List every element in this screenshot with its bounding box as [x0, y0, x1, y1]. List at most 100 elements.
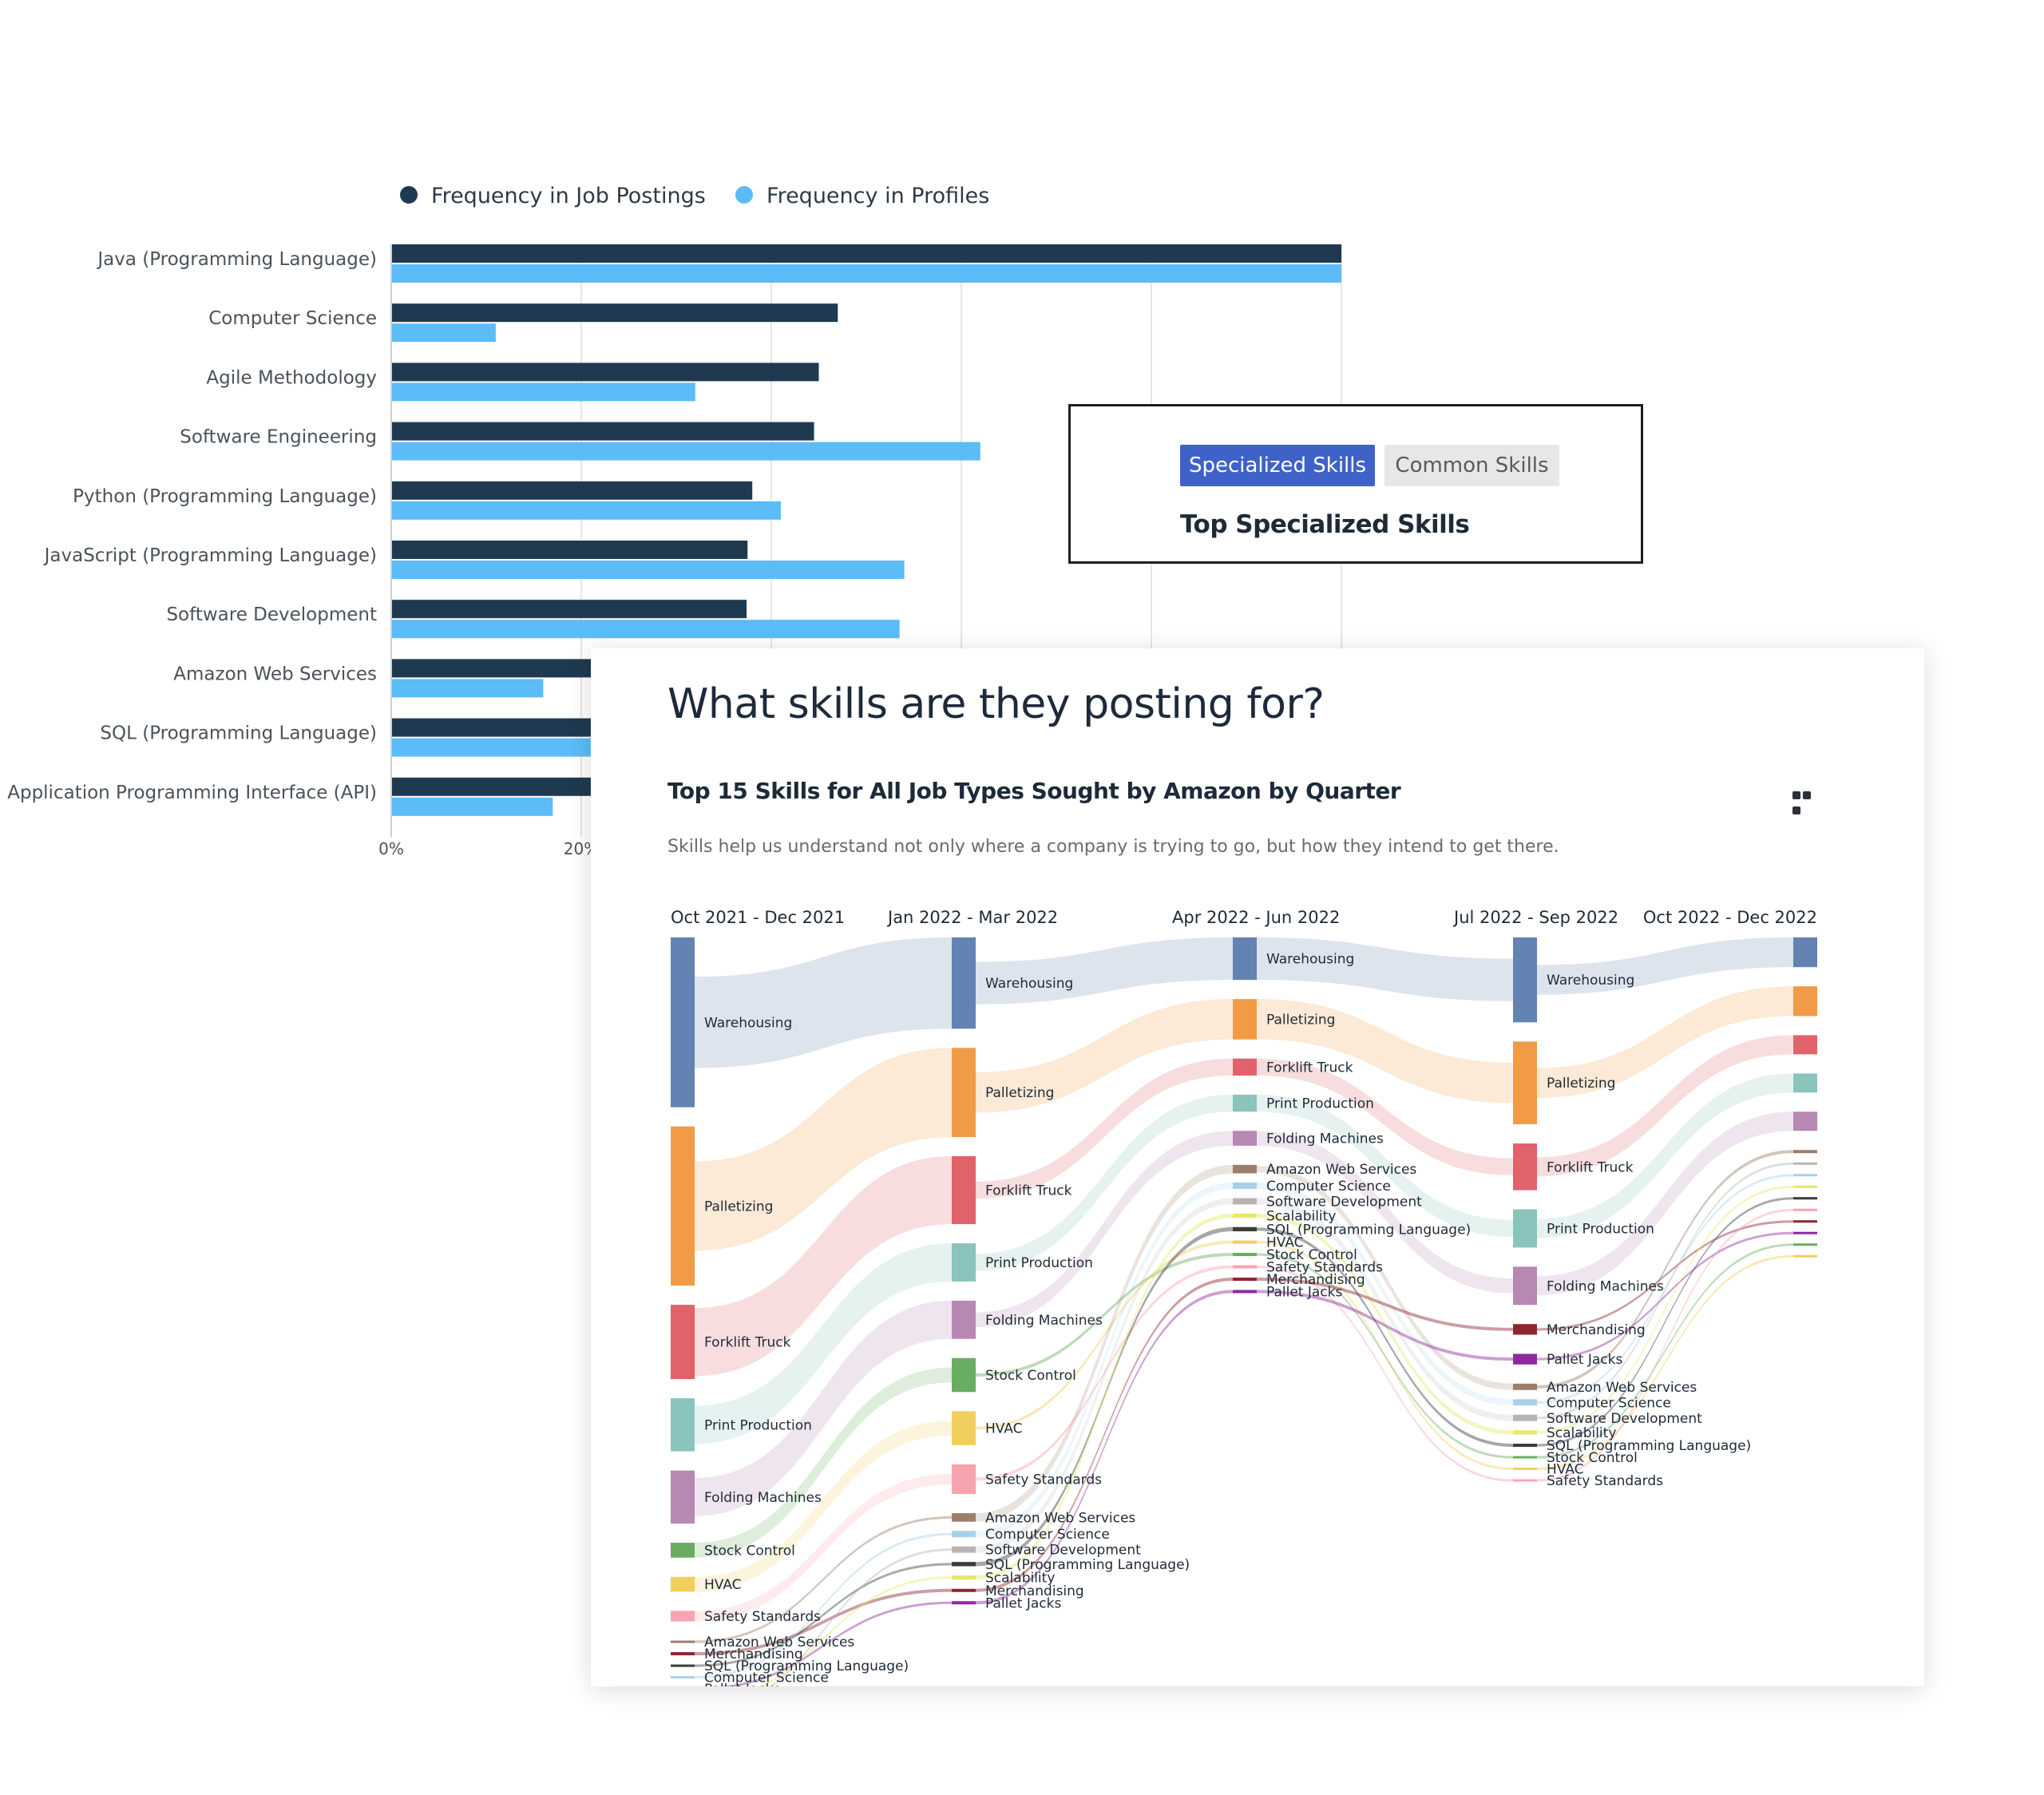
sankey-node[interactable]: Print Production — [1513, 1209, 1654, 1248]
sankey-node[interactable]: Folding Machines — [671, 1470, 822, 1524]
sankey-node[interactable] — [1793, 1162, 1817, 1165]
sankey-node[interactable]: SQL (Programming Language) — [952, 1557, 1190, 1573]
sankey-node[interactable]: Forklift Truck — [952, 1155, 1072, 1225]
sankey-node[interactable] — [1793, 1111, 1817, 1131]
sankey-node[interactable]: Scalability — [1513, 1425, 1616, 1441]
sankey-node[interactable]: Print Production — [1233, 1094, 1374, 1112]
sankey-node[interactable]: Forklift Truck — [1233, 1058, 1353, 1076]
bar[interactable] — [391, 382, 695, 402]
sankey-node-label: Warehousing — [704, 1015, 792, 1031]
sankey-node[interactable]: Warehousing — [671, 937, 792, 1108]
sankey-node[interactable]: Warehousing — [1513, 937, 1634, 1023]
bar[interactable] — [391, 481, 753, 500]
sankey-node[interactable]: Computer Science — [952, 1527, 1110, 1543]
bar[interactable] — [391, 501, 781, 520]
bar[interactable] — [391, 244, 1341, 263]
more-dots-icon[interactable] — [1792, 787, 1823, 814]
sankey-node[interactable]: Software Development — [952, 1543, 1141, 1559]
bar[interactable] — [391, 422, 814, 441]
sankey-node[interactable]: HVAC — [1233, 1235, 1304, 1251]
sankey-node[interactable]: Palletizing — [671, 1126, 773, 1286]
sankey-node[interactable] — [1793, 1208, 1817, 1211]
sankey-node[interactable]: Forklift Truck — [1513, 1143, 1634, 1191]
bar[interactable] — [391, 561, 905, 579]
sankey-node[interactable]: HVAC — [671, 1576, 742, 1593]
sankey-node[interactable] — [1793, 1254, 1817, 1258]
bar[interactable] — [391, 303, 838, 323]
sankey-node[interactable]: Folding Machines — [1233, 1131, 1384, 1147]
sankey-node[interactable]: Pallet Jacks — [1233, 1285, 1343, 1301]
sankey-node[interactable]: Amazon Web Services — [1233, 1162, 1416, 1178]
sankey-node[interactable] — [1793, 1150, 1817, 1154]
sankey-node[interactable]: Scalability — [1233, 1209, 1336, 1225]
sankey-node[interactable]: Software Development — [1233, 1194, 1422, 1210]
sankey-node[interactable]: Software Development — [1513, 1411, 1702, 1427]
sankey-node[interactable]: Amazon Web Services — [1513, 1380, 1697, 1396]
bar[interactable] — [391, 620, 900, 639]
bar[interactable] — [391, 797, 553, 816]
sankey-node[interactable] — [1793, 1185, 1817, 1188]
bar[interactable] — [391, 363, 819, 382]
bar[interactable] — [391, 738, 591, 757]
sankey-node[interactable]: Scalability — [952, 1571, 1055, 1587]
sankey-node[interactable]: Stock Control — [1233, 1247, 1357, 1263]
bar[interactable] — [391, 442, 980, 461]
sankey-node[interactable]: Print Production — [952, 1243, 1093, 1282]
sankey-node[interactable]: Folding Machines — [1513, 1266, 1664, 1306]
sankey-node[interactable]: Stock Control — [952, 1357, 1076, 1393]
sankey-node[interactable]: Safety Standards — [1233, 1260, 1383, 1276]
sankey-node[interactable]: Merchandising — [671, 1646, 803, 1662]
sankey-node[interactable]: Merchandising — [952, 1583, 1084, 1599]
sankey-node[interactable]: Safety Standards — [1513, 1473, 1663, 1489]
sankey-node[interactable]: Stock Control — [1513, 1450, 1638, 1466]
sankey-node[interactable]: Palletizing — [952, 1048, 1054, 1137]
bar[interactable] — [391, 323, 496, 343]
sankey-node[interactable]: HVAC — [952, 1411, 1023, 1445]
bar[interactable] — [391, 264, 1341, 283]
sankey-node[interactable]: SQL (Programming Language) — [1513, 1438, 1751, 1454]
sankey-node[interactable]: Palletizing — [1513, 1041, 1615, 1125]
bar[interactable] — [391, 659, 600, 678]
sankey-node[interactable] — [1793, 1231, 1817, 1234]
specialized-skills-button[interactable]: Specialized Skills — [1180, 445, 1375, 486]
bar[interactable] — [391, 718, 591, 737]
sankey-node[interactable]: Palletizing — [1233, 999, 1335, 1040]
bar[interactable] — [391, 541, 748, 559]
sankey-node[interactable]: Forklift Truck — [671, 1305, 791, 1380]
sankey-node[interactable] — [1793, 1174, 1817, 1177]
sankey-node[interactable]: Warehousing — [1233, 937, 1354, 981]
sankey-node[interactable]: HVAC — [1513, 1462, 1584, 1478]
sankey-node[interactable] — [1793, 937, 1817, 968]
sankey-node[interactable]: Warehousing — [952, 937, 1073, 1029]
sankey-node[interactable]: Safety Standards — [671, 1609, 821, 1625]
sankey-node[interactable]: Amazon Web Services — [952, 1510, 1135, 1526]
sankey-node[interactable]: Merchandising — [1513, 1322, 1646, 1338]
sankey-node[interactable] — [1793, 986, 1817, 1016]
sankey-node[interactable]: Safety Standards — [952, 1464, 1102, 1495]
sankey-node[interactable]: Folding Machines — [952, 1300, 1103, 1339]
sankey-node[interactable] — [1793, 1073, 1817, 1093]
bar[interactable] — [391, 777, 591, 796]
sankey-node[interactable]: Merchandising — [1233, 1272, 1365, 1288]
sankey-node[interactable]: Print Production — [671, 1398, 812, 1452]
bar[interactable] — [391, 600, 747, 619]
sankey-node[interactable]: SQL (Programming Language) — [671, 1658, 909, 1674]
sankey-node[interactable]: SQL (Programming Language) — [1233, 1222, 1471, 1238]
sankey-node[interactable]: Amazon Web Services — [671, 1635, 854, 1650]
legend-item[interactable]: Frequency in Profiles — [735, 184, 989, 208]
sankey-node[interactable]: Pallet Jacks — [952, 1595, 1062, 1611]
sankey-node[interactable]: Stock Control — [671, 1543, 795, 1559]
common-skills-button[interactable]: Common Skills — [1384, 445, 1559, 486]
legend-item[interactable]: Frequency in Job Postings — [400, 184, 706, 208]
sankey-node[interactable]: Computer Science — [1233, 1179, 1391, 1195]
sankey-node[interactable] — [1793, 1035, 1817, 1055]
sankey-link — [1537, 1111, 1793, 1296]
sankey-node[interactable] — [1793, 1197, 1817, 1200]
sankey-node[interactable] — [1793, 1220, 1817, 1223]
sankey-node[interactable]: Pallet Jacks — [1513, 1352, 1623, 1368]
sankey-node[interactable] — [1793, 1243, 1817, 1246]
sankey-node[interactable]: Computer Science — [671, 1670, 829, 1686]
sankey-node[interactable]: Computer Science — [1513, 1395, 1671, 1411]
sankey-node[interactable]: Pallet Jacks — [671, 1682, 781, 1686]
bar[interactable] — [391, 679, 544, 698]
